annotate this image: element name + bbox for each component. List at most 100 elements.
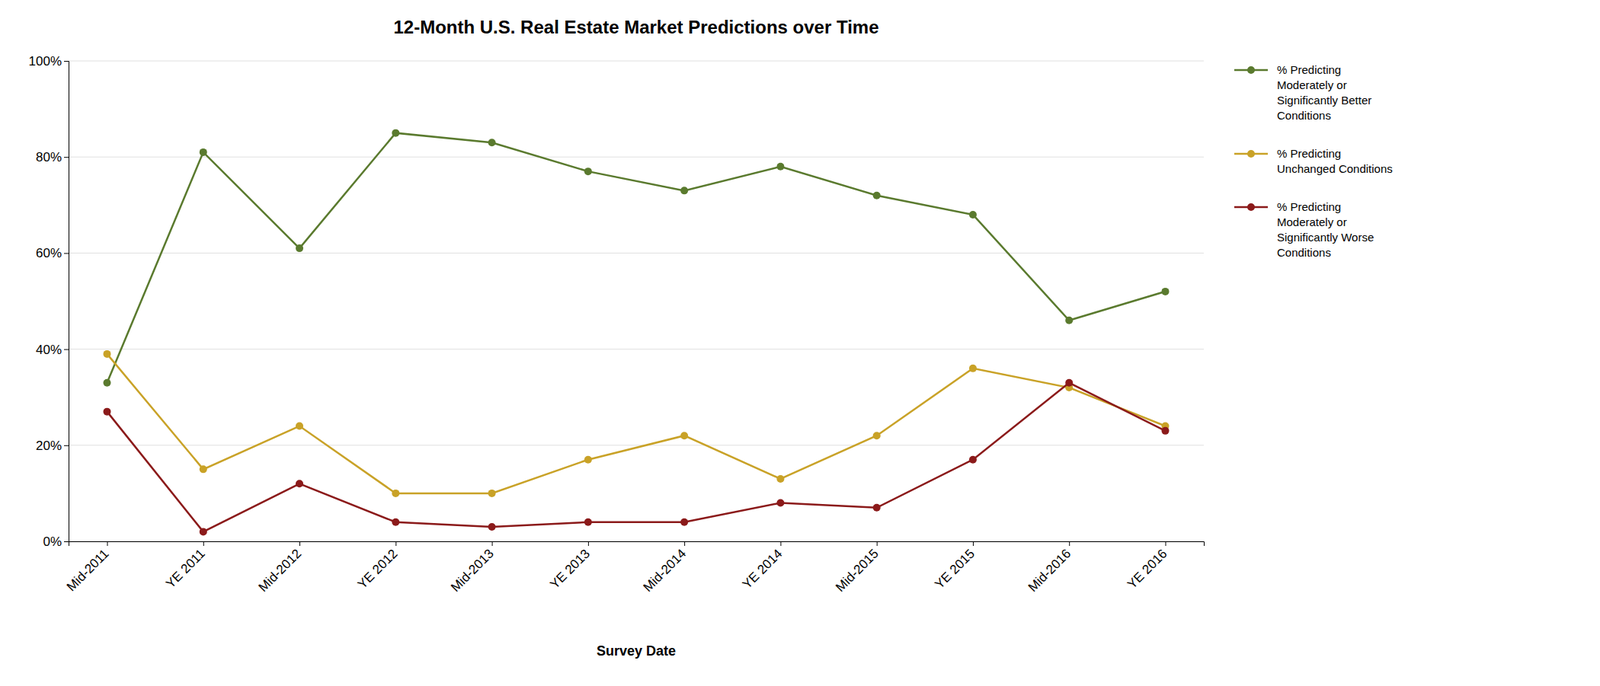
tick-label: YE 2016 <box>1124 547 1171 593</box>
tick: YE 2015 <box>931 541 978 592</box>
marks <box>103 129 1170 537</box>
point <box>391 518 400 527</box>
series-line <box>107 133 1166 384</box>
point <box>680 518 688 527</box>
title: 12-Month U.S. Real Estate Market Predict… <box>393 16 879 38</box>
point <box>969 456 977 464</box>
point <box>584 167 592 176</box>
tick: YE 2011 <box>163 541 208 592</box>
grid-line <box>68 444 1204 446</box>
tick-label: YE 2014 <box>739 547 786 593</box>
point <box>584 456 592 464</box>
point <box>391 129 400 138</box>
tick-mark <box>64 156 69 158</box>
tick-label: 60% <box>35 246 62 261</box>
tick-label: YE 2012 <box>355 547 401 593</box>
tick: 0% <box>42 534 69 550</box>
grid-line <box>68 156 1204 158</box>
x-label: Survey Date <box>596 643 676 660</box>
point <box>1161 288 1169 296</box>
point <box>199 528 208 536</box>
tick-label: Mid-2011 <box>64 547 112 596</box>
tick-mark <box>492 541 493 547</box>
tick-mark <box>203 541 205 547</box>
tick-label: YE 2013 <box>547 547 593 593</box>
point <box>103 379 112 388</box>
tick: Mid-2016 <box>1025 541 1075 596</box>
legend-item: % PredictingModerately orSignificantly W… <box>1234 200 1374 260</box>
tick-mark <box>64 60 69 62</box>
tick-label: YE 2011 <box>163 547 208 592</box>
y-axis: 0% 20% 40% 60% 80% 100% <box>28 54 70 550</box>
point <box>488 138 496 147</box>
legend-marker <box>1247 150 1255 158</box>
tick-label: 100% <box>28 54 62 69</box>
tick-mark <box>395 541 397 547</box>
point <box>295 422 304 431</box>
point <box>873 504 881 512</box>
legend-item: % PredictingModerately orSignificantly B… <box>1234 63 1372 122</box>
point <box>680 432 688 440</box>
tick-label: Mid-2015 <box>832 547 882 596</box>
point <box>488 489 496 498</box>
grid-line <box>68 252 1204 254</box>
tick: 60% <box>35 246 69 261</box>
tick-mark <box>107 541 109 547</box>
legend-marker <box>1247 66 1255 74</box>
tick: Mid-2011 <box>64 541 112 595</box>
series-line <box>107 383 1166 533</box>
tick: YE 2012 <box>355 541 401 592</box>
tick-label: Mid-2014 <box>640 547 690 596</box>
point <box>1065 379 1073 388</box>
tick: YE 2014 <box>739 541 786 592</box>
tick: Mid-2012 <box>256 541 305 596</box>
legend-marker <box>1247 203 1255 212</box>
chart: 0%20%40%60%80%100%Mid-2011YE 2011Mid-201… <box>0 0 1600 686</box>
grid-line <box>68 60 1204 62</box>
tick-mark <box>684 541 685 547</box>
tick-mark <box>780 541 781 547</box>
tick-label: 20% <box>35 438 62 454</box>
grid <box>68 60 1204 542</box>
axis-line <box>69 542 1205 548</box>
point <box>295 244 304 253</box>
tick-label: Mid-2013 <box>448 547 497 596</box>
tick: Mid-2014 <box>640 541 690 596</box>
point <box>1065 316 1073 325</box>
tick-mark <box>1164 541 1166 547</box>
legend-label: % PredictingUnchanged Conditions <box>1276 147 1393 176</box>
point <box>295 480 304 488</box>
tick: YE 2013 <box>547 541 593 592</box>
point <box>969 211 977 219</box>
point <box>873 192 881 200</box>
point <box>488 523 496 532</box>
axis-line <box>64 61 70 543</box>
point <box>776 475 784 484</box>
tick-label: 40% <box>35 342 62 358</box>
tick-mark <box>972 541 974 547</box>
tick-label: Mid-2016 <box>1025 547 1075 596</box>
tick-mark <box>588 541 589 547</box>
point <box>1161 427 1169 436</box>
point <box>199 148 208 157</box>
x-axis: Mid-2011 YE 2011 Mid-2012 YE 2012 Mid-2013 YE… <box>64 541 1205 596</box>
tick-label: YE 2015 <box>931 547 978 593</box>
legend-item: % PredictingUnchanged Conditions <box>1234 147 1393 176</box>
point <box>103 350 112 359</box>
grid-line <box>68 348 1204 350</box>
tick: 20% <box>35 438 69 454</box>
point <box>969 364 977 373</box>
tick: 100% <box>28 54 69 69</box>
tick: Mid-2015 <box>832 541 882 596</box>
tick: 80% <box>35 150 69 165</box>
tick-mark <box>64 541 69 543</box>
tick-mark <box>1068 541 1070 547</box>
legend-label: % PredictingModerately orSignificantly W… <box>1276 200 1374 260</box>
legend-label: % PredictingModerately orSignificantly B… <box>1276 63 1372 122</box>
series-line <box>107 354 1166 494</box>
point <box>584 518 592 527</box>
point <box>199 465 208 474</box>
tick-label: 80% <box>35 150 62 165</box>
tick-mark <box>64 445 69 447</box>
point <box>776 163 784 171</box>
